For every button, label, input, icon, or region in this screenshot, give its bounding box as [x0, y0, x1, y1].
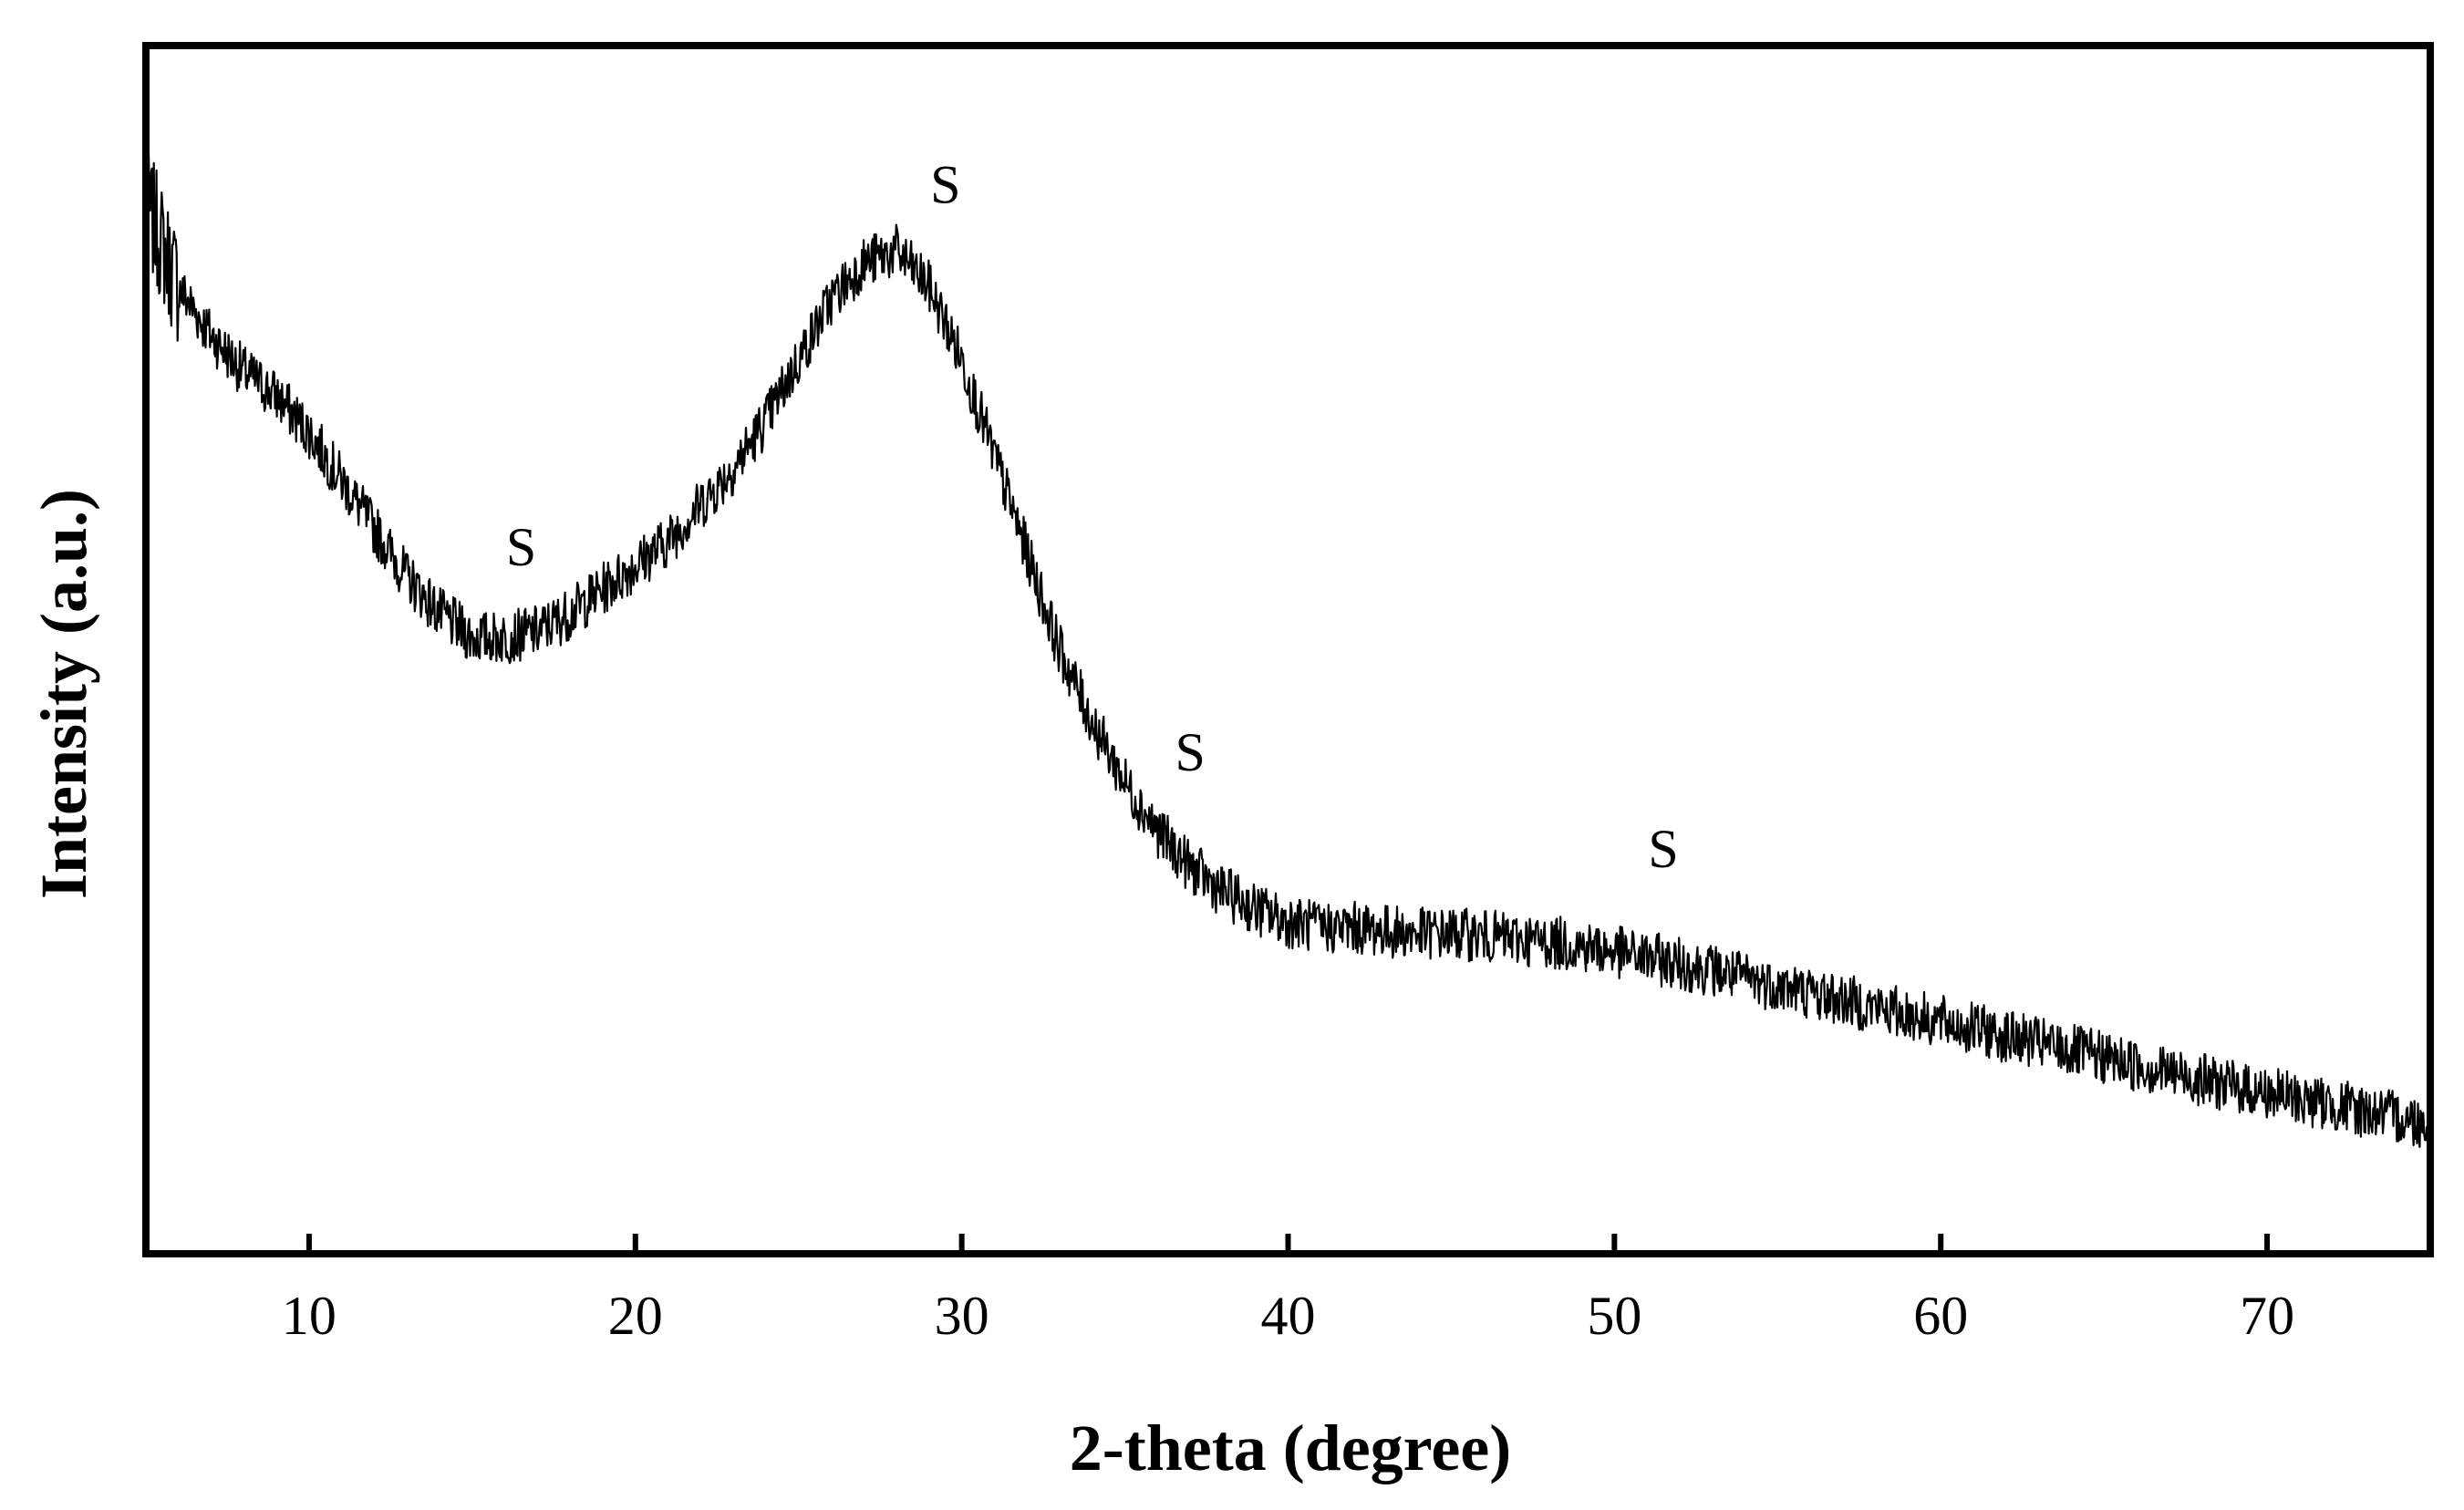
x-tick-label-40: 40 — [1261, 1286, 1316, 1346]
axis-layer — [142, 42, 2434, 1257]
y-axis-title: Intensity (a.u.) — [27, 489, 100, 899]
x-tick-label-20: 20 — [608, 1286, 663, 1346]
peak-label-1: S — [930, 154, 960, 214]
x-tick-label-50: 50 — [1587, 1286, 1641, 1346]
peak-label-0: S — [506, 517, 536, 577]
x-axis-title: 2-theta (degree) — [1070, 1412, 1511, 1484]
series-layer — [144, 150, 2431, 1149]
x-tick-label-30: 30 — [935, 1286, 989, 1346]
series-line-0 — [144, 150, 2431, 1149]
x-tick-label-70: 70 — [2240, 1286, 2294, 1346]
x-tick-label-60: 60 — [1913, 1286, 1968, 1346]
text-layer: 10 20 30 40 50 60 70 S S S S — [282, 154, 2294, 1346]
peak-label-2: S — [1175, 722, 1205, 782]
x-tick-label-10: 10 — [282, 1286, 336, 1346]
peak-label-3: S — [1648, 819, 1678, 879]
